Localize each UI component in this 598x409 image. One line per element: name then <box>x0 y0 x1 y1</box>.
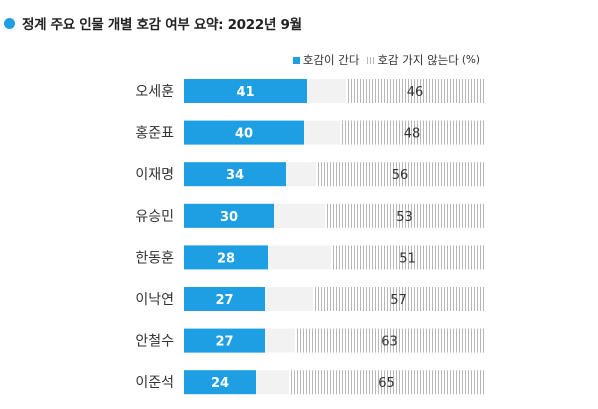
bar-negative <box>325 203 484 228</box>
bar-positive <box>184 287 265 311</box>
category-label: 이낙연 <box>135 292 174 308</box>
category-label: 안철수 <box>135 334 174 350</box>
value-label-negative: 51 <box>399 251 416 266</box>
bar-negative <box>313 287 484 311</box>
value-label-positive: 24 <box>211 376 229 391</box>
category-label: 유승민 <box>135 209 174 225</box>
bar-positive <box>184 203 274 228</box>
unit-label: (%) <box>461 54 480 66</box>
category-label: 오세훈 <box>135 84 174 100</box>
value-label-negative: 53 <box>396 210 413 225</box>
chart-title: 정계 주요 인물 개별 호감 여부 요약: 2022년 9월 <box>22 17 302 33</box>
bar-negative <box>289 370 484 395</box>
value-label-positive: 30 <box>220 210 238 225</box>
legend-item-negative: 호감 가지 않는다 (%) <box>367 52 480 68</box>
legend-swatch-positive <box>292 56 300 64</box>
category-label: 이재명 <box>135 167 174 183</box>
title-bullet-icon <box>4 17 15 29</box>
value-label-negative: 63 <box>381 335 398 350</box>
bar-positive <box>184 328 265 353</box>
bar-positive <box>184 120 304 145</box>
bar-negative <box>316 162 484 187</box>
value-label-positive: 41 <box>236 85 254 100</box>
value-label-positive: 28 <box>217 251 235 266</box>
value-label-negative: 48 <box>404 127 421 142</box>
bar-positive <box>184 162 286 187</box>
category-label: 한동훈 <box>135 250 174 266</box>
category-label: 이준석 <box>135 375 174 391</box>
value-label-negative: 46 <box>407 85 424 100</box>
legend: 호감이 간다 호감 가지 않는다 (%) <box>285 52 480 68</box>
value-label-negative: 65 <box>378 376 395 391</box>
value-label-negative: 57 <box>390 293 407 308</box>
legend-swatch-negative <box>367 56 375 64</box>
legend-item-positive: 호감이 간다 <box>292 52 360 68</box>
category-label: 홍준표 <box>135 126 174 142</box>
legend-label-negative: 호감 가지 않는다 <box>377 53 459 67</box>
bar-negative <box>346 79 484 103</box>
value-label-negative: 56 <box>392 168 409 183</box>
bar-negative <box>331 245 484 270</box>
bar-negative <box>340 120 484 145</box>
chart-title-row: 정계 주요 인물 개별 호감 여부 요약: 2022년 9월 <box>4 13 302 33</box>
value-label-positive: 27 <box>215 335 233 350</box>
bar-positive <box>184 370 256 395</box>
value-label-positive: 34 <box>226 168 244 183</box>
bar-positive <box>184 79 307 103</box>
value-label-positive: 40 <box>235 127 253 142</box>
bar-negative <box>295 328 484 353</box>
bar-positive <box>184 245 268 270</box>
legend-label-positive: 호감이 간다 <box>302 53 360 67</box>
value-label-positive: 27 <box>215 293 233 308</box>
